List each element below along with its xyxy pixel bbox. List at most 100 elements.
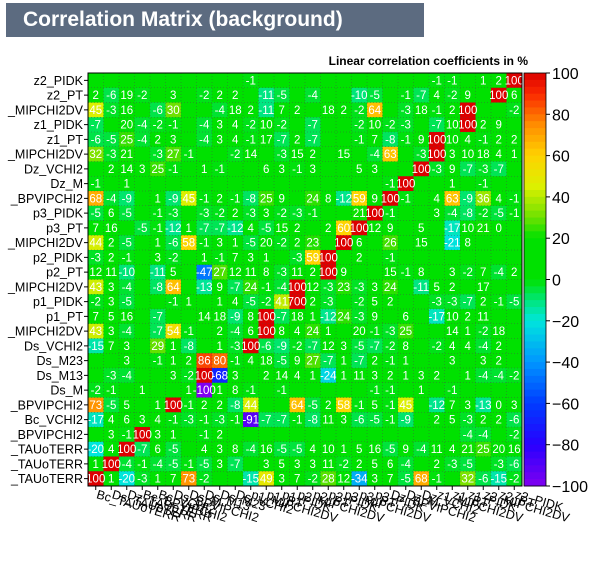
heatmap-cell bbox=[351, 412, 368, 428]
cell-value-label: -11 bbox=[258, 90, 274, 102]
heatmap-cell bbox=[305, 264, 321, 280]
cell-value-label: 44 bbox=[244, 400, 257, 412]
cell-value-label: 1 bbox=[170, 341, 176, 353]
heatmap-cell bbox=[274, 323, 290, 339]
cell-value-label: 5 bbox=[124, 400, 130, 412]
heatmap-cell bbox=[475, 382, 492, 398]
cell-value-label: 2 bbox=[263, 370, 269, 382]
heatmap-cell bbox=[367, 73, 383, 89]
heatmap-cell bbox=[305, 456, 321, 472]
cell-value-label: -12 bbox=[428, 400, 445, 412]
cell-value-label: 1 bbox=[341, 356, 347, 368]
heatmap-cell bbox=[491, 471, 507, 487]
heatmap-cell bbox=[336, 471, 352, 487]
heatmap-cell bbox=[227, 309, 244, 325]
heatmap-cell bbox=[196, 264, 213, 280]
colorbar-segment bbox=[524, 403, 546, 411]
heatmap-cell bbox=[165, 382, 182, 398]
heatmap-cell bbox=[413, 412, 430, 428]
heatmap-cell bbox=[336, 412, 352, 428]
cell-value-label: -11 bbox=[150, 267, 166, 279]
cell-value-label: 27 bbox=[213, 267, 226, 279]
heatmap-cell bbox=[460, 117, 476, 133]
heatmap-cell bbox=[119, 471, 135, 487]
heatmap-cell bbox=[491, 264, 507, 280]
cell-value-label: -5 bbox=[199, 459, 209, 471]
cell-value-label: 54 bbox=[167, 326, 180, 338]
heatmap-cell bbox=[165, 456, 182, 472]
colorbar-segment bbox=[524, 217, 546, 225]
cell-value-label: 10 bbox=[446, 134, 459, 146]
heatmap-cell bbox=[134, 323, 151, 339]
heatmap-cell bbox=[305, 132, 321, 148]
heatmap-cell bbox=[320, 87, 337, 103]
cell-value-label: -1 bbox=[122, 252, 132, 264]
heatmap-cell bbox=[88, 309, 104, 325]
cell-value-label: 1 bbox=[155, 193, 161, 205]
heatmap-cell bbox=[243, 294, 259, 310]
cell-value-label: -4 bbox=[447, 208, 458, 220]
cell-value-label: -6 bbox=[509, 459, 519, 471]
cell-value-label: 15 bbox=[291, 149, 304, 161]
heatmap-cell bbox=[212, 235, 228, 251]
heatmap-cell bbox=[258, 471, 275, 487]
heatmap-cell bbox=[274, 427, 290, 443]
heatmap-cell bbox=[506, 382, 523, 398]
colorbar-segment bbox=[524, 128, 546, 136]
heatmap-cell bbox=[274, 73, 290, 89]
heatmap-cell bbox=[382, 87, 399, 103]
heatmap-cell bbox=[258, 87, 275, 103]
heatmap-cell bbox=[150, 176, 166, 192]
heatmap-cell bbox=[491, 235, 507, 251]
cell-value-label: 3 bbox=[217, 120, 223, 132]
cell-value-label: -9 bbox=[463, 193, 473, 205]
cell-value-label: -1 bbox=[230, 356, 240, 368]
cell-value-label: -5 bbox=[122, 297, 132, 309]
cell-value-label: 100 bbox=[489, 90, 508, 102]
heatmap-cell bbox=[444, 427, 461, 443]
cell-value-label: 10 bbox=[260, 120, 273, 132]
heatmap-cell bbox=[305, 471, 321, 487]
heatmap-cell bbox=[382, 338, 399, 354]
heatmap-cell bbox=[196, 382, 213, 398]
heatmap-cell bbox=[460, 427, 476, 443]
cell-value-label: 2 bbox=[496, 341, 502, 353]
heatmap-cell bbox=[103, 146, 120, 162]
heatmap-cell bbox=[243, 456, 259, 472]
cell-value-label: 21 bbox=[461, 444, 474, 456]
heatmap-cell bbox=[444, 102, 461, 118]
cell-value-label: 12 bbox=[368, 223, 381, 235]
cell-value-label: -20 bbox=[87, 444, 104, 456]
colorbar-segment bbox=[524, 355, 546, 363]
cell-value-label: 63 bbox=[446, 193, 459, 205]
cell-value-label: -2 bbox=[478, 208, 488, 220]
cell-value-label: 4 bbox=[232, 134, 239, 146]
heatmap-cell bbox=[320, 323, 337, 339]
cell-value-label: 6 bbox=[387, 459, 393, 471]
cell-value-label: -8 bbox=[308, 415, 318, 427]
cell-value-label: -5 bbox=[370, 90, 380, 102]
cell-value-label: 21 bbox=[353, 208, 366, 220]
heatmap-cell bbox=[88, 368, 104, 384]
heatmap-cell bbox=[88, 220, 104, 236]
cell-value-label: 41 bbox=[275, 297, 288, 309]
cell-value-label: 14 bbox=[198, 311, 211, 323]
heatmap-cell bbox=[460, 235, 476, 251]
heatmap-cell bbox=[289, 471, 306, 487]
cell-value-label: 45 bbox=[182, 193, 195, 205]
heatmap-cell bbox=[491, 309, 507, 325]
colorbar-segment bbox=[524, 417, 546, 425]
heatmap-cell bbox=[351, 176, 368, 192]
cell-value-label: 3 bbox=[217, 134, 223, 146]
y-tick-label: Bc_VCHI2 bbox=[25, 413, 83, 427]
cell-value-label: -2 bbox=[509, 105, 519, 117]
heatmap-cell bbox=[227, 191, 244, 207]
heatmap-cell bbox=[475, 102, 492, 118]
cell-value-label: 1 bbox=[217, 385, 223, 397]
heatmap-cell bbox=[289, 235, 306, 251]
cell-value-label: 1 bbox=[186, 385, 192, 397]
heatmap-cell bbox=[134, 279, 151, 295]
heatmap-cell bbox=[243, 368, 259, 384]
cell-value-label: 9 bbox=[496, 120, 502, 132]
cell-value-label: 36 bbox=[477, 193, 490, 205]
